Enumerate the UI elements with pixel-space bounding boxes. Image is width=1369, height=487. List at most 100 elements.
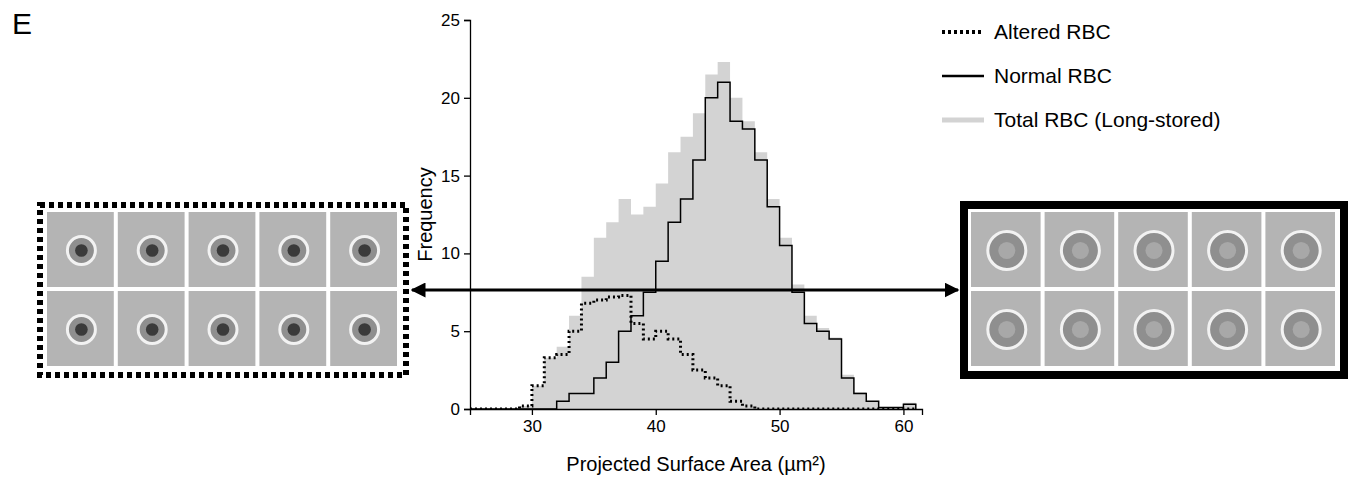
cell-image — [1117, 290, 1189, 367]
y-tick: 5 — [451, 322, 470, 341]
cell-center — [998, 242, 1015, 259]
y-tick-label: 20 — [441, 89, 460, 108]
figure: E304050600510152025Projected Surface Are… — [0, 0, 1369, 487]
cell-image — [258, 290, 327, 367]
cell-image — [188, 211, 257, 288]
cell — [1209, 311, 1247, 349]
legend-label: Normal RBC — [994, 64, 1112, 87]
x-tick-mark — [656, 409, 657, 415]
cell — [209, 237, 237, 265]
x-tick-mark — [779, 409, 780, 415]
cell-center — [998, 321, 1015, 338]
legend-label: Altered RBC — [994, 20, 1111, 43]
cell-center — [1072, 242, 1089, 259]
x-tick: 40 — [647, 409, 666, 436]
x-tick: 60 — [894, 409, 913, 436]
cell-image — [1044, 211, 1116, 288]
x-tick: 50 — [771, 409, 790, 436]
legend-swatch — [942, 75, 984, 78]
cell — [67, 237, 95, 265]
cell — [351, 316, 379, 344]
area-series — [470, 62, 916, 409]
cell-center — [288, 323, 301, 336]
cell — [67, 316, 95, 344]
y-tick: 15 — [441, 167, 470, 186]
cell-center — [358, 244, 371, 257]
y-tick-mark — [464, 409, 470, 410]
cell-image — [1264, 211, 1336, 288]
x-tick: 30 — [523, 409, 542, 436]
y-tick: 10 — [441, 244, 470, 263]
y-tick-label: 25 — [441, 11, 460, 30]
cell-image — [46, 290, 115, 367]
cell-center — [1293, 321, 1310, 338]
line-series — [470, 295, 916, 409]
y-tick-mark — [464, 98, 470, 99]
x-axis-line — [471, 410, 923, 416]
legend: Altered RBCNormal RBCTotal RBC (Long-sto… — [942, 20, 1220, 131]
cell — [988, 311, 1026, 349]
y-tick-label: 0 — [451, 400, 460, 419]
cell — [138, 316, 166, 344]
y-tick-mark — [464, 175, 470, 176]
cell-center — [75, 244, 88, 257]
cell-image — [970, 290, 1042, 367]
cell-center — [1219, 242, 1236, 259]
cell — [1282, 311, 1320, 349]
cell-center — [217, 244, 230, 257]
cell — [1061, 232, 1099, 270]
y-axis-line — [464, 21, 471, 410]
cell — [1135, 311, 1173, 349]
cell-image — [1044, 290, 1116, 367]
cell-image — [117, 290, 186, 367]
x-tick-label: 50 — [771, 417, 790, 436]
cell — [988, 232, 1026, 270]
cell — [280, 237, 308, 265]
cell — [138, 237, 166, 265]
cell-image — [46, 211, 115, 288]
y-tick-label: 10 — [441, 244, 460, 263]
cell-center — [146, 323, 159, 336]
cell — [280, 316, 308, 344]
cell — [351, 237, 379, 265]
y-axis-title: Frequency — [414, 167, 436, 262]
cell-image — [329, 290, 398, 367]
y-tick-mark — [464, 253, 470, 254]
y-tick-label: 5 — [451, 322, 460, 341]
cell-center — [288, 244, 301, 257]
cell-image — [1191, 290, 1263, 367]
y-tick: 20 — [441, 89, 470, 108]
x-tick-mark — [903, 409, 904, 415]
x-tick-label: 40 — [647, 417, 666, 436]
cell — [1209, 232, 1247, 270]
cell-center — [1145, 242, 1162, 259]
cell-image — [970, 211, 1042, 288]
strip-frame — [40, 205, 406, 375]
cell-image — [329, 211, 398, 288]
cell-center — [1145, 321, 1162, 338]
cell-center — [217, 323, 230, 336]
y-tick-mark — [464, 331, 470, 332]
cell-image — [1117, 211, 1189, 288]
cell — [1282, 232, 1320, 270]
y-tick: 25 — [441, 11, 470, 30]
legend-swatch — [942, 118, 984, 123]
y-tick: 0 — [451, 400, 470, 419]
cell-center — [1293, 242, 1310, 259]
cell — [1061, 311, 1099, 349]
cell-center — [1072, 321, 1089, 338]
cell — [209, 316, 237, 344]
cell-image — [188, 290, 257, 367]
cell — [1135, 232, 1173, 270]
cell-image — [1191, 211, 1263, 288]
cell-image — [117, 211, 186, 288]
arrow — [412, 289, 958, 292]
strip-frame — [964, 205, 1344, 375]
y-tick-mark — [464, 20, 470, 21]
cell-image-strip — [40, 205, 406, 375]
legend-swatch — [942, 30, 984, 34]
cell-center — [75, 323, 88, 336]
panel-label: E — [12, 7, 32, 40]
x-tick-label: 30 — [523, 417, 542, 436]
cell-center — [358, 323, 371, 336]
